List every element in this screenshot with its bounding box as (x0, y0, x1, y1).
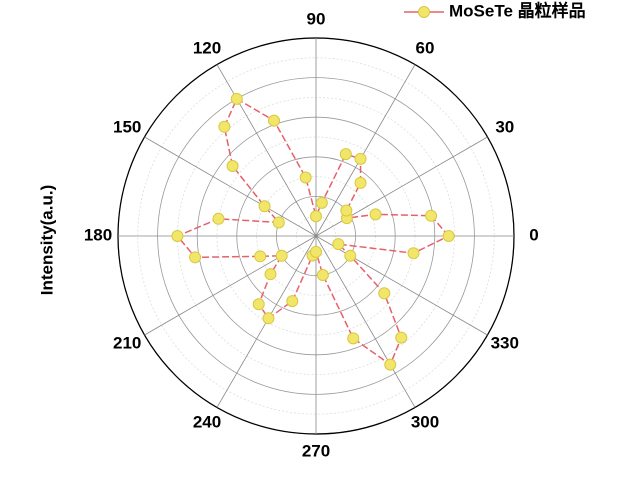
data-point (275, 249, 288, 262)
data-point (340, 204, 353, 217)
grid-spoke (315, 64, 416, 237)
data-point (268, 114, 281, 127)
grid-spoke (216, 64, 317, 237)
data-point (310, 245, 322, 258)
legend-label: MoSeTe 晶粒样品 (449, 0, 586, 20)
data-point (425, 209, 438, 222)
grid-spoke (144, 235, 317, 336)
grid-spoke (315, 235, 416, 408)
data-point (212, 212, 225, 225)
theta-tick-label: 240 (193, 413, 221, 432)
data-point (286, 295, 299, 308)
data-point (339, 148, 352, 161)
data-point (218, 120, 231, 133)
data-point (316, 268, 329, 281)
data-point (310, 210, 322, 223)
data-point (407, 247, 420, 260)
data-point (384, 358, 397, 371)
data-point (347, 332, 360, 345)
data-point (378, 287, 391, 300)
data-point (332, 238, 345, 251)
data-point (344, 249, 357, 262)
grid-spoke (315, 235, 488, 336)
theta-tick-label: 120 (193, 38, 221, 57)
theta-tick-label: 150 (113, 117, 141, 136)
data-point (262, 312, 275, 325)
data-point (189, 251, 202, 264)
grid-spoke (144, 136, 317, 237)
data-point (299, 171, 312, 184)
data-point (395, 331, 408, 344)
data-point (315, 196, 328, 209)
data-point (272, 216, 285, 229)
series-line (176, 97, 450, 366)
data-point (226, 160, 239, 173)
data-point (354, 152, 367, 165)
data-point (264, 268, 277, 281)
data-point (258, 200, 271, 213)
data-point (171, 230, 184, 242)
theta-tick-label: 0 (529, 225, 538, 244)
theta-tick-label: 300 (411, 413, 439, 432)
theta-tick-label: 180 (84, 225, 112, 244)
legend-marker (418, 6, 430, 18)
theta-tick-label: 270 (302, 441, 330, 460)
data-point (442, 230, 455, 242)
theta-tick-label: 30 (495, 117, 514, 136)
theta-tick-label: 210 (113, 333, 141, 352)
data-point (369, 208, 382, 221)
data-point (230, 92, 243, 105)
theta-tick-label: 90 (307, 9, 326, 28)
data-point (252, 298, 265, 311)
theta-tick-label: 60 (416, 38, 435, 57)
data-point (254, 250, 267, 263)
axis-label: Intensity(a.u.) (37, 185, 56, 296)
theta-tick-label: 330 (491, 333, 519, 352)
data-point (354, 176, 367, 189)
